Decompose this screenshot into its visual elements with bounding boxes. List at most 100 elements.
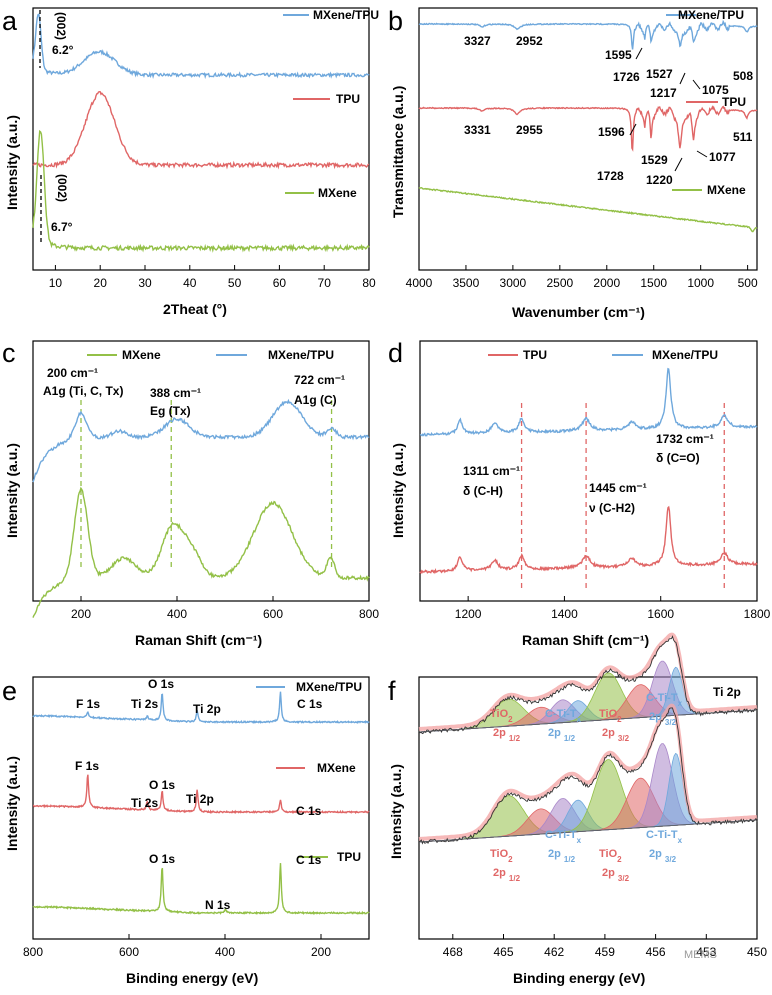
b-ann-3327: 3327 [464,34,491,48]
panel-b-label: b [388,6,403,36]
a-tick-label-80: 80 [362,276,376,290]
f-label-1-1: C-Ti-Tx [545,829,582,845]
e-tick-label-600: 600 [119,945,139,959]
panel-b: b 4000 3500 3000 2500 2000 1500 1000 500 MXene/… [388,6,758,320]
b-legend-mxenetpu: MXene/TPU [678,8,744,22]
panel-e-series [32,691,370,916]
panel-e-frame [32,676,370,940]
a-legend-mxenetpu: MXene/TPU [313,8,379,22]
f-label-line2-1-0: 2p 1/2 [493,867,521,883]
a-ann-6.7: 6.7° [51,220,73,234]
panel-c-ref-lines [80,400,333,568]
c-ann-722: 722 cm⁻¹ [294,373,345,387]
panel-a: a 10 20 30 40 50 60 70 80 (002) 6.2° (002) 6.7°… [2,6,379,317]
e-ann-ti2s-1: Ti 2s [131,697,158,711]
e-ann-n1s-3: N 1s [205,898,231,912]
b-tick-label-2000: 2000 [593,276,620,290]
c-legend-mxenetpu: MXene/TPU [268,348,334,362]
panel-e: e 800 600 400 200 MXene/TPU MXene TPU F 1s … [2,676,370,986]
panel-c-series [32,398,370,618]
f-tick-label-456: 456 [646,945,666,959]
b-ann-1726: 1726 [613,70,640,84]
f-label-line2-0-3: 2p 3/2 [649,711,677,727]
a-series-mxene [32,129,370,253]
b-xlabel: Wavenumber (cm⁻¹) [512,304,645,320]
b-tick-label-1500: 1500 [640,276,667,290]
f-label-0-3: C-Ti-Tx [646,692,683,708]
d-ylabel: Intensity (a.u.) [390,443,406,538]
f-label-line2-1-3: 2p 3/2 [649,848,677,864]
e-legend-tpu: TPU [337,850,361,864]
b-tick-label-2500: 2500 [546,276,573,290]
a-legend-mxene: MXene [318,186,357,200]
b-leader-1077 [696,150,708,158]
a-tick-label-20: 20 [94,276,108,290]
d-tick-label-1400: 1400 [551,607,578,621]
f-tick-label-450: 450 [747,945,767,959]
d-series-tpu [419,505,758,575]
panel-f-ticks: 468 465 462 459 456 453 450 [443,934,767,959]
e-ann-c1s-2: C 1s [296,804,322,818]
b-ann-1527: 1527 [646,67,673,81]
e-legend-mxenetpu: MXene/TPU [296,680,362,694]
panel-d-ref-lines [520,403,725,588]
e-ann-ti2p-2: Ti 2p [186,792,214,806]
d-ann-1311-mode: δ (C-H) [463,484,503,498]
b-ann-3331: 3331 [464,123,491,137]
d-tick-label-1600: 1600 [647,607,674,621]
panel-f: f 468 465 462 459 456 453 450 Ti 2p TiO2 2p 1/2… [388,632,767,986]
c-ann-200-mode: A1g (Ti, C, Tx) [43,384,123,398]
c-series-mxene-tpu [32,398,370,483]
b-tick-label-4000: 4000 [406,276,433,290]
b-leader-1596 [629,123,637,136]
c-ann-388-mode: Eg (Tx) [150,404,191,418]
f-tick-label-459: 459 [595,945,615,959]
f-label-line2-0-0: 2p 1/2 [493,727,521,743]
b-legend-tpu: TPU [722,95,746,109]
panel-f-component-labels: TiO2 2p 1/2 C-Ti-Tx 2p 1/2 TiO2 2p 3/2 C-Ti-Tx… [490,692,683,883]
c-tick-label-800: 800 [359,607,379,621]
b-series-tpu [418,105,758,152]
panel-a-series [32,13,370,253]
c-ylabel: Intensity (a.u.) [4,443,20,538]
b-ann-1220: 1220 [646,173,673,187]
panel-d-series [419,367,758,575]
a-legend-tpu: TPU [336,92,360,106]
e-tick-label-200: 200 [311,945,331,959]
c-tick-label-200: 200 [71,607,91,621]
d-xlabel: Raman Shift (cm⁻¹) [522,632,649,648]
b-ann-1595: 1595 [605,48,632,62]
b-ann-1075: 1075 [702,83,729,97]
c-tick-label-400: 400 [167,607,187,621]
d-series-mxene-tpu [419,367,758,437]
d-ann-1445-mode: ν (C-H2) [589,501,635,515]
e-ann-o1s-3: O 1s [149,852,175,866]
b-series-mxene [418,186,758,233]
d-tick-label-1200: 1200 [455,607,482,621]
f-label-line2-0-2: 2p 3/2 [602,727,630,743]
d-legend-mxenetpu: MXene/TPU [652,348,718,362]
b-ann-1077: 1077 [709,150,736,164]
f-label-line2-0-1: 2p 1/2 [548,727,576,743]
f-tick-label-465: 465 [493,945,513,959]
e-series-tpu [32,863,370,916]
b-series-mxene-tpu [418,19,758,50]
panel-c-frame [32,340,370,602]
f-experimental-0 [418,635,758,735]
b-leader-1595 [635,47,643,60]
panel-b-ticks: 4000 3500 3000 2500 2000 1500 1000 500 [406,265,758,290]
e-ann-f1s-1: F 1s [76,697,100,711]
f-component-1-4 [418,759,758,843]
d-ann-1445: 1445 cm⁻¹ [589,481,647,495]
f-label-0-0: TiO2 [490,708,513,724]
b-leader-1075 [692,79,701,90]
c-series-mxene [32,486,370,618]
a-series-tpu [32,90,370,170]
b-ann-508: 508 [733,69,753,83]
e-ann-f1s-2: F 1s [75,759,99,773]
panel-d-ticks: 1200 1400 1600 1800 [455,596,771,621]
e-series-mxene-tpu [32,691,370,724]
f-tick-label-462: 462 [544,945,564,959]
e-tick-label-400: 400 [215,945,235,959]
e-ann-o1s-1: O 1s [148,677,174,691]
